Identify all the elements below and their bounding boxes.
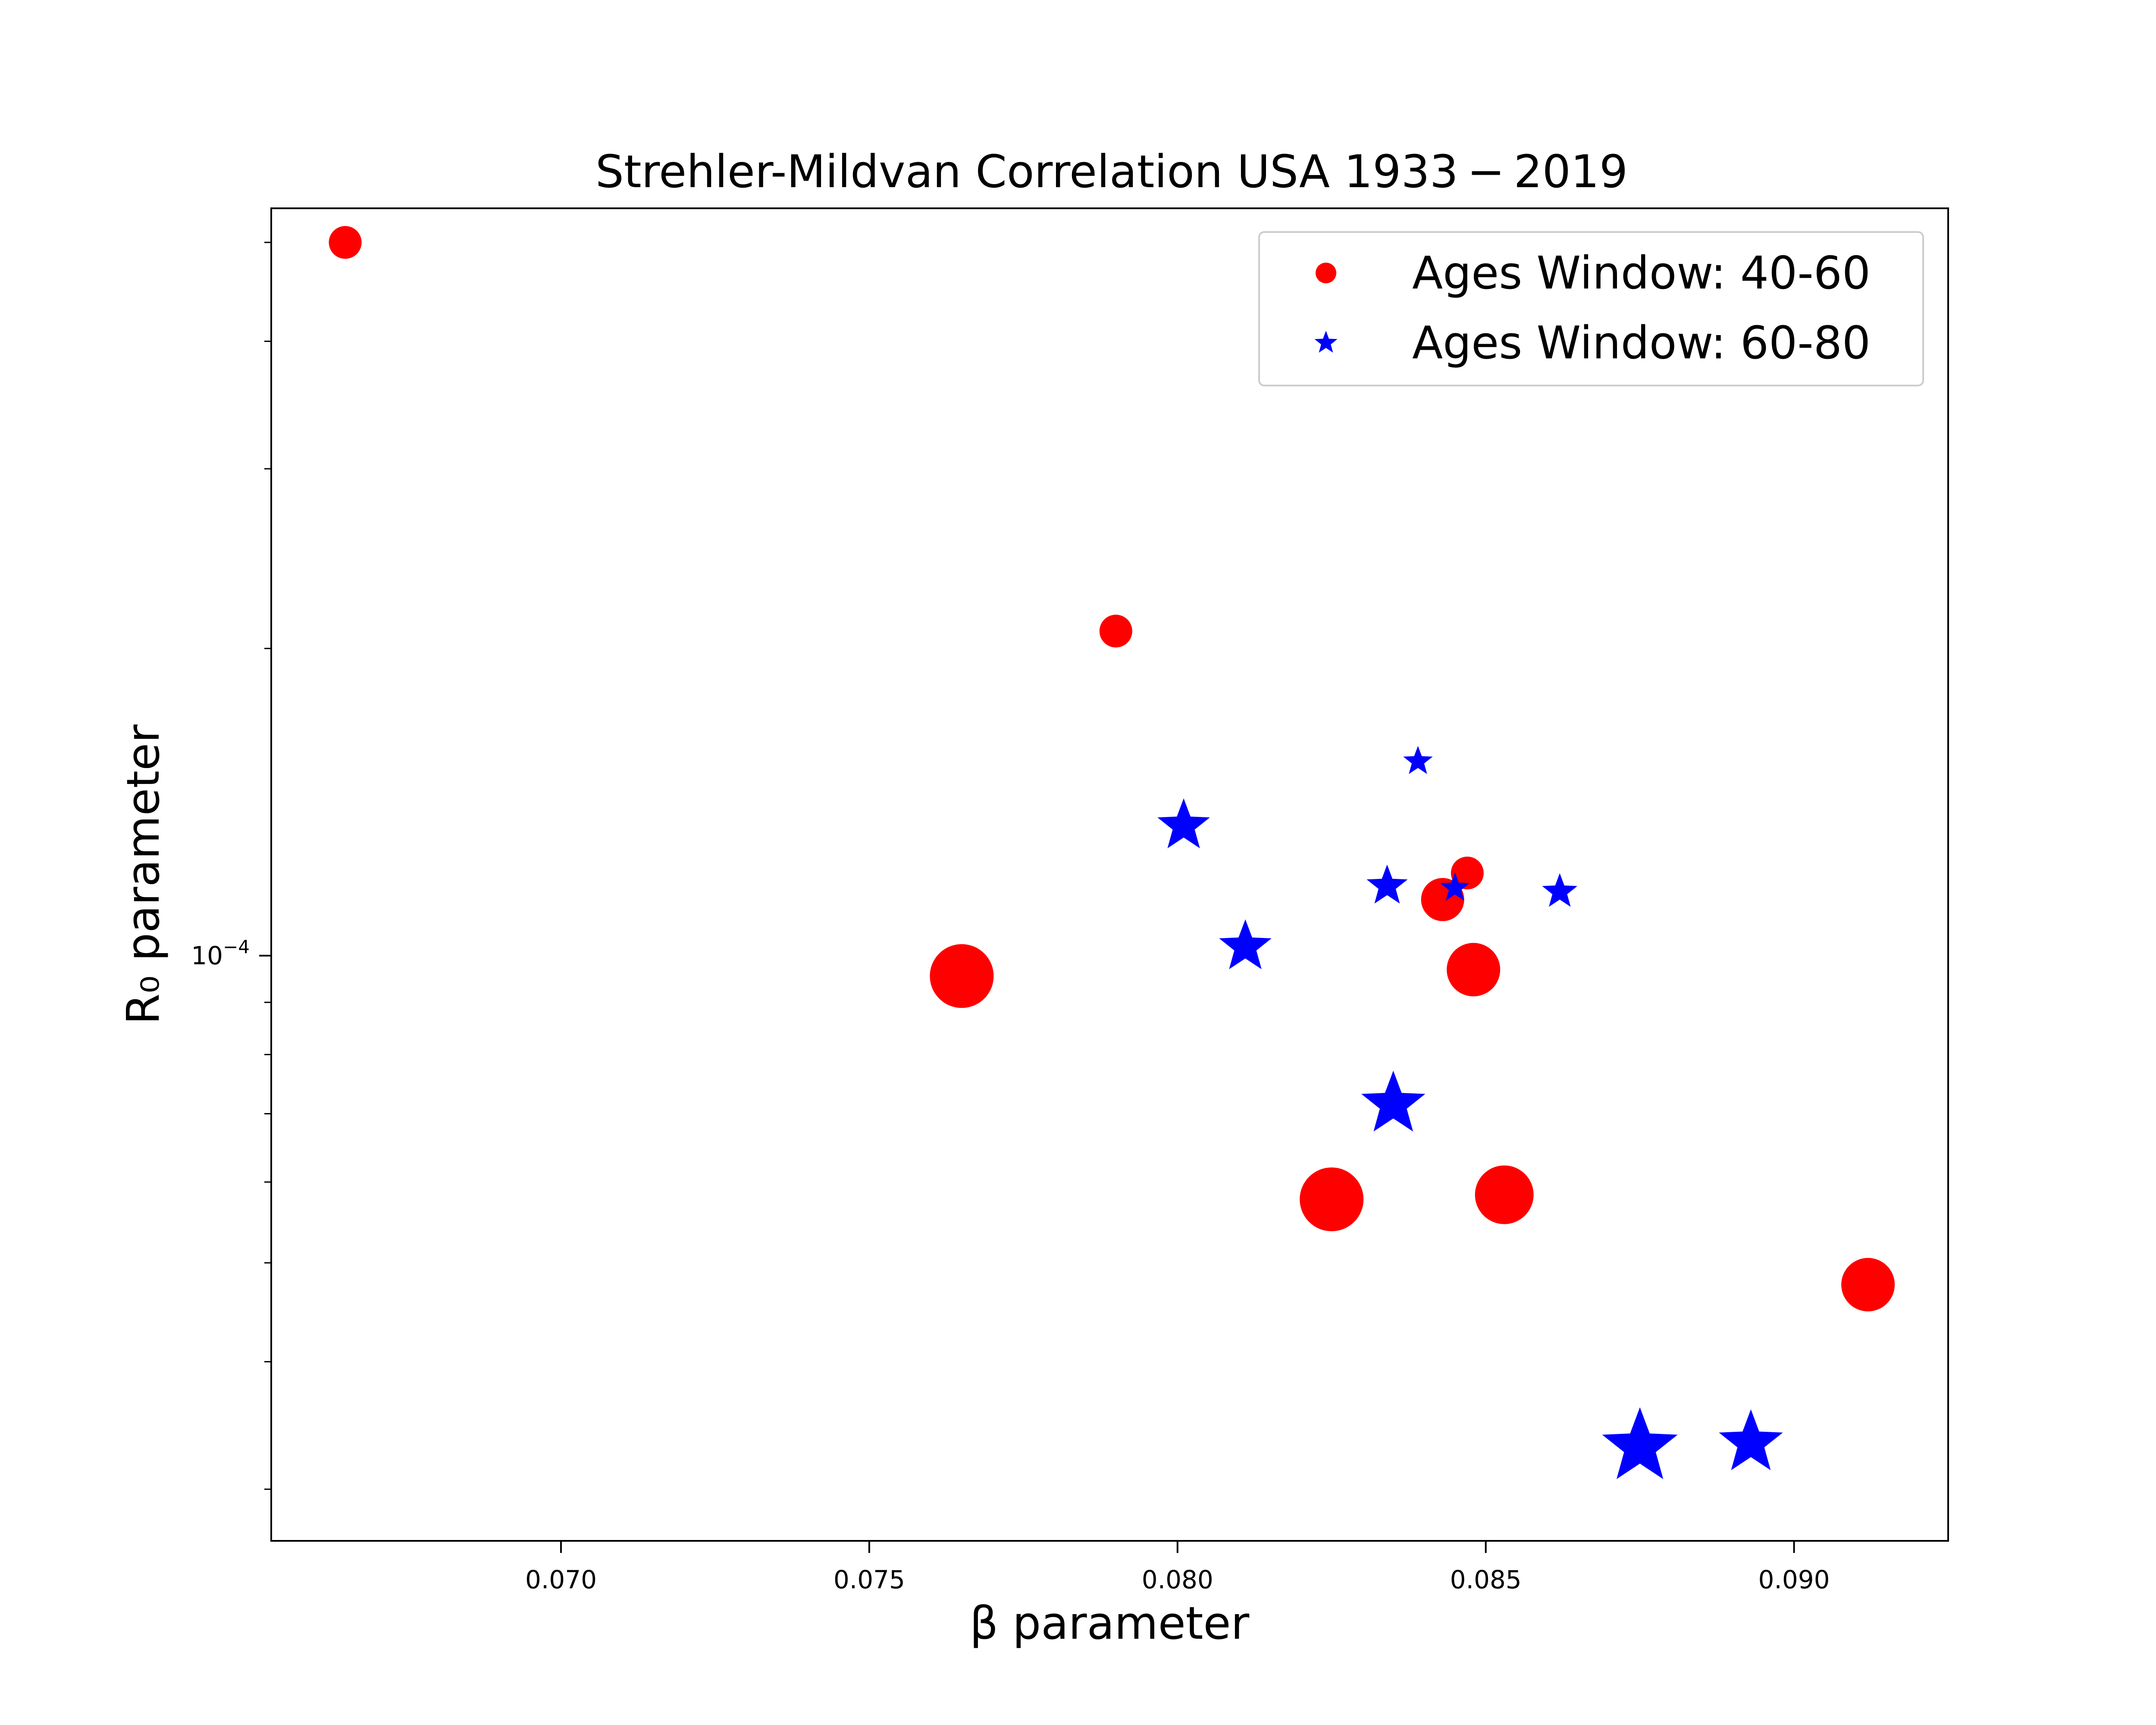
data-point bbox=[1099, 615, 1132, 648]
data-point bbox=[1366, 864, 1408, 904]
x-axis-label: β parameter bbox=[970, 1597, 1250, 1650]
x-tick-label: 0.090 bbox=[1758, 1565, 1830, 1594]
legend-item: Ages Window: 60-80 bbox=[1314, 317, 1871, 369]
data-point bbox=[1219, 919, 1272, 969]
x-tick-label: 0.085 bbox=[1450, 1565, 1522, 1594]
legend-star-marker bbox=[1314, 331, 1338, 353]
series-1 bbox=[329, 226, 1895, 1311]
data-point bbox=[1719, 1409, 1783, 1471]
data-points bbox=[329, 226, 1895, 1479]
data-point bbox=[1447, 943, 1501, 997]
legend: Ages Window: 40-60 Ages Window: 60-80 bbox=[1258, 231, 1924, 386]
plot-frame bbox=[270, 207, 1949, 1542]
data-point bbox=[1542, 873, 1578, 907]
data-point bbox=[1475, 1165, 1534, 1224]
chart-title: Strehler-Mildvan Correlation USA 1933 − … bbox=[595, 145, 1628, 198]
data-point bbox=[930, 944, 994, 1008]
y-axis-label: R₀ parameter bbox=[117, 724, 169, 1025]
legend-item: Ages Window: 40-60 bbox=[1316, 247, 1871, 299]
data-point bbox=[1841, 1258, 1895, 1311]
data-point bbox=[1157, 798, 1210, 848]
legend-label: Ages Window: 60-80 bbox=[1412, 317, 1871, 369]
data-point bbox=[1602, 1407, 1678, 1479]
data-point bbox=[1403, 746, 1433, 774]
legend-label: Ages Window: 40-60 bbox=[1412, 247, 1871, 299]
data-point bbox=[1451, 856, 1484, 890]
x-axis-ticks: 0.070 0.075 0.080 0.085 0.090 bbox=[525, 1541, 1830, 1594]
data-point bbox=[1361, 1070, 1426, 1132]
x-tick-label: 0.070 bbox=[525, 1565, 597, 1594]
x-tick-label: 0.075 bbox=[834, 1565, 905, 1594]
legend-circle-marker bbox=[1316, 263, 1336, 283]
data-point bbox=[329, 226, 362, 259]
data-point bbox=[1300, 1167, 1364, 1232]
y-axis-ticks: 10−4 bbox=[191, 242, 271, 1490]
data-point bbox=[1440, 872, 1470, 901]
x-tick-label: 0.080 bbox=[1142, 1565, 1213, 1594]
legend-frame bbox=[1258, 231, 1924, 386]
y-tick-label: 10−4 bbox=[191, 936, 250, 970]
series-2 bbox=[1157, 746, 1783, 1479]
